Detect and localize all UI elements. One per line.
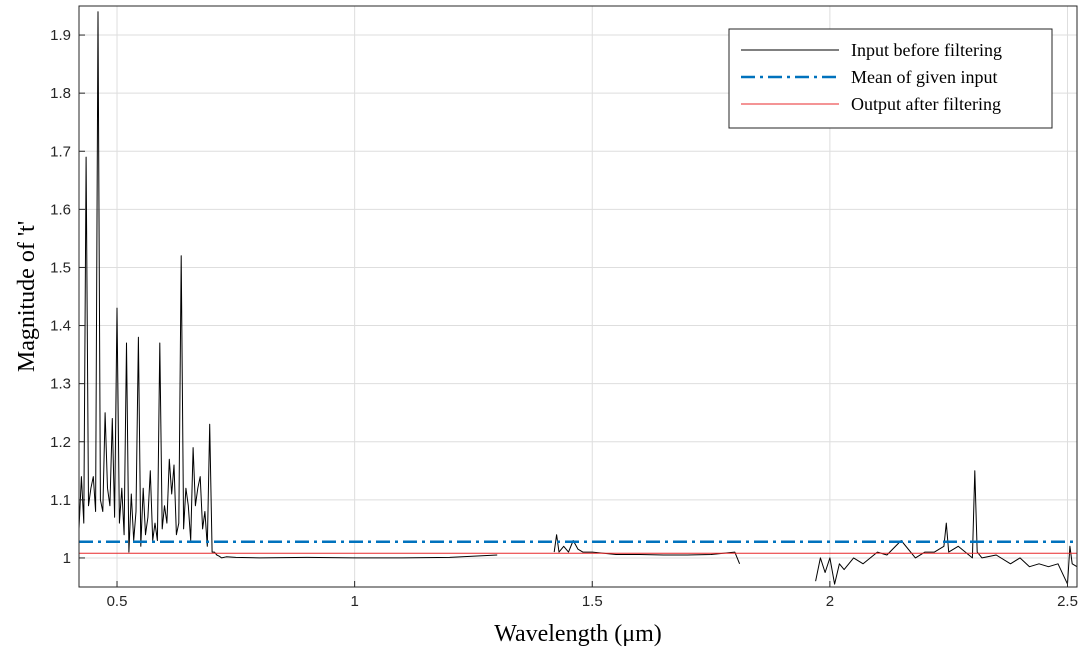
legend-label-output: Output after filtering [851, 94, 1001, 114]
y-tick-label: 1.2 [50, 434, 71, 451]
y-tick-label: 1 [63, 550, 71, 567]
x-tick-label: 2 [826, 593, 834, 610]
legend-label-input: Input before filtering [851, 40, 1002, 60]
y-tick-label: 1.4 [50, 318, 71, 335]
legend-box [728, 28, 1053, 129]
legend-label-mean: Mean of given input [851, 67, 997, 87]
y-tick-label: 1.5 [50, 259, 71, 276]
y-tick-label: 1.7 [50, 143, 71, 160]
series-layer [78, 11, 1078, 585]
x-tick-label: 1.5 [582, 593, 603, 610]
grid [79, 6, 1077, 587]
y-tick-label: 1.6 [50, 201, 71, 218]
y-axis-label: Magnitude of 't' [14, 221, 40, 372]
x-tick-label: 1 [350, 593, 358, 610]
y-tick-label: 1.3 [50, 376, 71, 393]
x-tick-label: 0.5 [107, 593, 128, 610]
y-tick-label: 1.8 [50, 85, 71, 102]
tick-labels: 0.5 1 1.5 2 2.5 1 1.1 1.2 1.3 1.4 1.5 1.6 1.7 1.8 1.9 [50, 27, 1078, 610]
x-tick-label: 2.5 [1057, 593, 1078, 610]
plot-frame [78, 5, 1078, 588]
legend: Input before filtering Mean of given inp… [728, 28, 1053, 129]
series-line-0-segment-0 [78, 11, 498, 559]
series-line-0-segment-1 [553, 534, 741, 564]
y-tick-label: 1.9 [50, 27, 71, 44]
x-axis-label: Wavelength (μm) [494, 621, 662, 647]
series-line-0-segment-2 [815, 470, 1078, 585]
y-tick-label: 1.1 [50, 492, 71, 509]
